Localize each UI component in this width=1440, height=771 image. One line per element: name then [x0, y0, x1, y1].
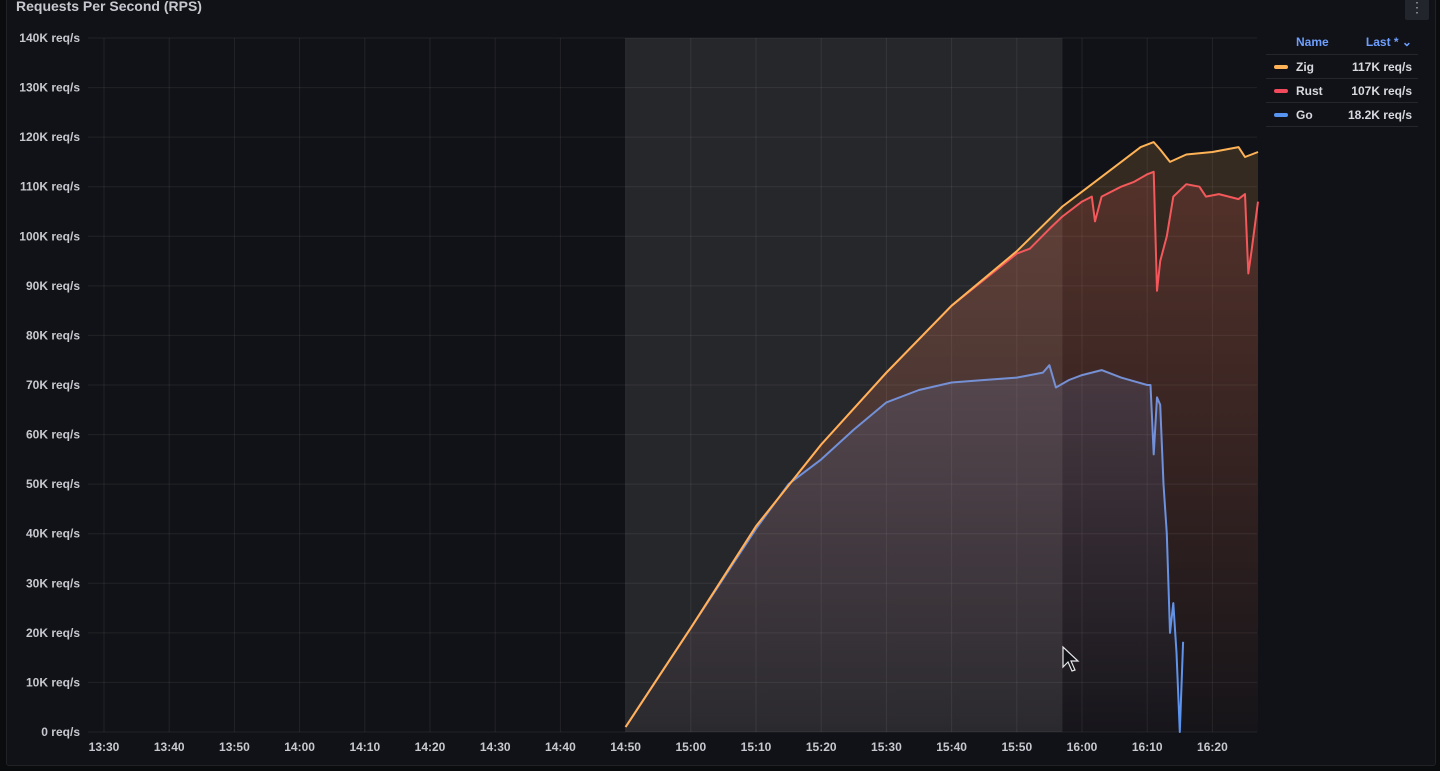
panel-menu-button[interactable]: ⋮: [1405, 0, 1429, 20]
x-tick-label: 14:10: [349, 740, 380, 754]
y-tick-label: 10K req/s: [26, 675, 80, 689]
x-tick-label: 14:50: [610, 740, 641, 754]
y-tick-label: 30K req/s: [26, 576, 80, 590]
y-tick-label: 130K req/s: [19, 81, 80, 95]
x-tick-label: 13:30: [89, 740, 120, 754]
legend-last-value: 117K req/s: [1351, 59, 1412, 74]
y-tick-label: 50K req/s: [26, 477, 80, 491]
y-tick-label: 40K req/s: [26, 527, 80, 541]
x-tick-label: 15:10: [741, 740, 772, 754]
series-color-swatch: [1274, 64, 1288, 69]
x-tick-label: 15:30: [871, 740, 902, 754]
y-tick-label: 110K req/s: [20, 180, 80, 194]
legend: Name Last * ⌄ Zig 117K req/s Rust 107K r…: [1266, 30, 1418, 127]
x-tick-label: 16:10: [1132, 740, 1163, 754]
series-area-zig: [625, 142, 1259, 733]
y-tick-label: 70K req/s: [26, 378, 80, 392]
y-tick-label: 20K req/s: [26, 626, 80, 640]
x-tick-label: 15:20: [806, 740, 837, 754]
y-tick-label: 120K req/s: [19, 130, 80, 144]
x-tick-label: 16:00: [1067, 740, 1098, 754]
y-tick-label: 90K req/s: [26, 279, 80, 293]
x-tick-label: 13:50: [219, 740, 250, 754]
y-tick-label: 60K req/s: [26, 428, 80, 442]
x-tick-label: 14:20: [415, 740, 446, 754]
x-tick-label: 13:40: [154, 740, 185, 754]
legend-item-rust[interactable]: Rust 107K req/s: [1266, 79, 1418, 103]
y-tick-label: 100K req/s: [19, 229, 80, 243]
legend-header-name[interactable]: Name: [1296, 35, 1329, 49]
legend-item-go[interactable]: Go 18.2K req/s: [1266, 103, 1418, 127]
x-tick-label: 15:50: [1001, 740, 1032, 754]
legend-item-zig[interactable]: Zig 117K req/s: [1266, 55, 1418, 79]
legend-series-name: Go: [1296, 107, 1313, 122]
x-tick-label: 15:40: [936, 740, 967, 754]
y-tick-label: 80K req/s: [26, 328, 80, 342]
legend-series-name: Rust: [1296, 83, 1323, 98]
legend-header: Name Last * ⌄: [1266, 30, 1418, 55]
x-tick-label: 14:30: [480, 740, 511, 754]
series-color-swatch: [1274, 88, 1288, 93]
x-tick-label: 15:00: [675, 740, 706, 754]
x-tick-label: 14:00: [284, 740, 315, 754]
legend-header-last[interactable]: Last * ⌄: [1365, 35, 1412, 49]
legend-last-value: 107K req/s: [1351, 83, 1412, 98]
legend-series-name: Zig: [1296, 59, 1314, 74]
vertical-ellipsis-icon: ⋮: [1410, 0, 1424, 15]
panel-title: Requests Per Second (RPS): [16, 0, 202, 14]
x-tick-label: 14:40: [545, 740, 576, 754]
mouse-cursor-icon: [1062, 645, 1080, 672]
series-color-swatch: [1274, 112, 1288, 117]
y-tick-label: 140K req/s: [19, 31, 80, 45]
legend-last-value: 18.2K req/s: [1347, 107, 1412, 122]
y-tick-label: 0 req/s: [41, 725, 80, 739]
x-tick-label: 16:20: [1197, 740, 1228, 754]
